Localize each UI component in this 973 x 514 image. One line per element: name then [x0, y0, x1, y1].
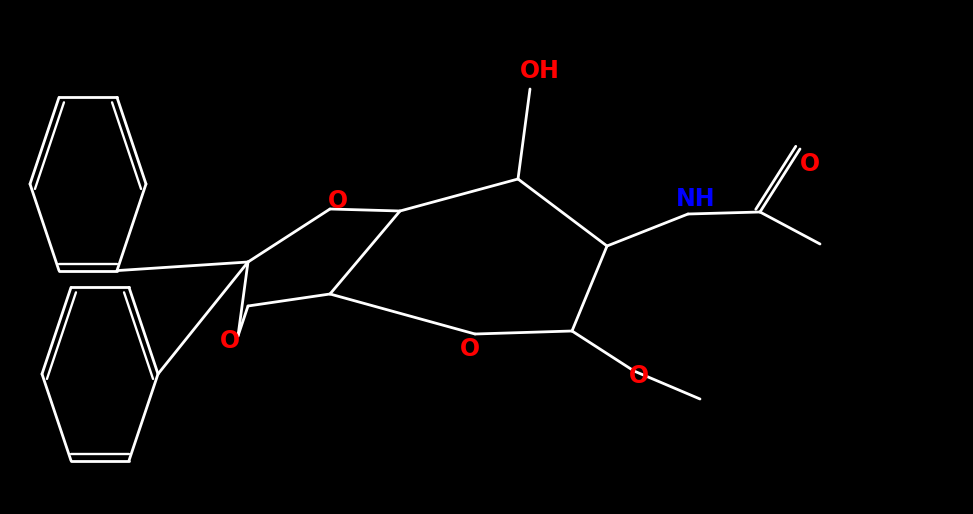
Text: O: O — [629, 364, 649, 388]
Text: O: O — [460, 337, 480, 361]
Text: O: O — [220, 329, 240, 353]
Text: OH: OH — [520, 59, 559, 83]
Text: O: O — [800, 152, 820, 176]
Text: O: O — [328, 189, 348, 213]
Text: NH: NH — [676, 187, 716, 211]
